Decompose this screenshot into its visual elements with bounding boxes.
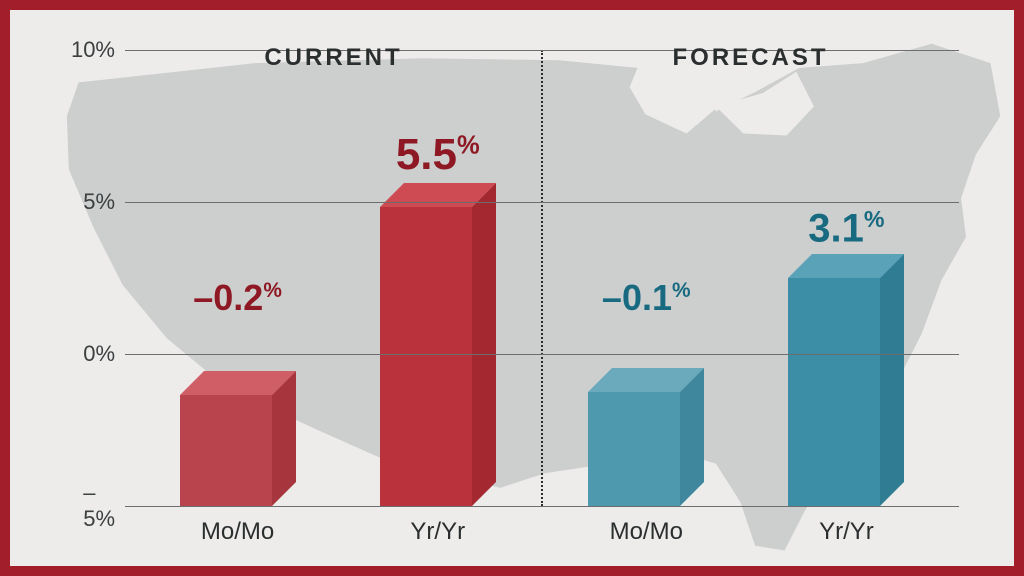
x-axis-label: Yr/Yr	[819, 506, 874, 546]
gridline	[125, 202, 959, 203]
bar-value-label: –0.1%	[602, 280, 691, 316]
section-divider	[541, 50, 543, 506]
percent-sign: %	[263, 279, 282, 302]
bar-value-number: –0.1	[602, 277, 672, 318]
plot-area: –5%0%5%10%CURRENTFORECAST–0.2%Mo/Mo5.5%Y…	[125, 50, 959, 506]
percent-sign: %	[457, 131, 480, 159]
x-axis-label: Mo/Mo	[610, 506, 683, 546]
bar-value-label: –0.2%	[193, 280, 282, 316]
bar-front-face	[180, 395, 272, 506]
percent-sign: %	[864, 206, 885, 232]
gridline	[125, 354, 959, 355]
bar-value-label: 3.1%	[808, 208, 884, 248]
bar-front-face	[788, 278, 880, 506]
section-title: FORECAST	[673, 44, 829, 72]
bar-value-number: 3.1	[808, 206, 864, 250]
chart-frame: –5% 0% 5% 10% CURRENT FORECAST –0.2% Mo/Mo 5.5% Y…	[0, 0, 1024, 576]
y-axis-label: 5%	[83, 189, 125, 215]
bar-side-face	[680, 368, 704, 506]
bar-value-number: –0.2	[193, 277, 263, 318]
bar-value-label: 5.5%	[396, 133, 480, 177]
percent-sign: %	[672, 279, 691, 302]
bar-side-face	[880, 254, 904, 506]
y-axis-label: 0%	[83, 341, 125, 367]
x-axis-label: Mo/Mo	[201, 506, 274, 546]
bar-value-number: 5.5	[396, 130, 457, 179]
section-title: CURRENT	[264, 44, 402, 72]
gridline	[125, 50, 959, 51]
x-axis-label: Yr/Yr	[410, 506, 465, 546]
y-axis-label: –5%	[83, 480, 125, 532]
bar-side-face	[472, 183, 496, 506]
bar-front-face	[588, 392, 680, 506]
bar-side-face	[272, 371, 296, 506]
bar-front-face	[380, 207, 472, 506]
y-axis-label: 10%	[71, 37, 125, 63]
